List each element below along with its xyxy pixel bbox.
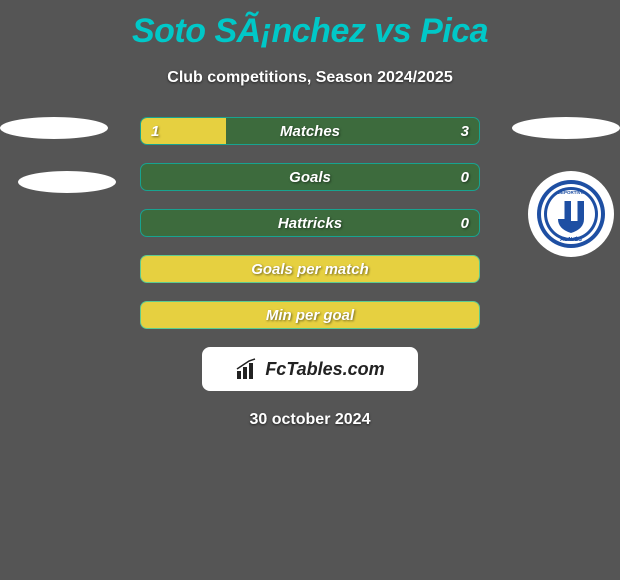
left-player-badges: [0, 117, 116, 225]
stat-row-hattricks: Hattricks 0: [140, 209, 480, 237]
right-badge-1: [512, 117, 620, 139]
right-club-crest: DEPORTIVO ALAVÉS: [528, 171, 614, 257]
stat-label: Matches: [141, 118, 479, 144]
stat-label: Goals: [141, 164, 479, 190]
left-badge-2: [18, 171, 116, 193]
stat-bars: 1 Matches 3 Goals 0 Hattricks 0 Goals pe…: [140, 117, 480, 329]
stat-label: Min per goal: [141, 302, 479, 328]
stat-row-goals-per-match: Goals per match: [140, 255, 480, 283]
subtitle: Club competitions, Season 2024/2025: [0, 69, 620, 87]
stat-row-goals: Goals 0: [140, 163, 480, 191]
stat-label: Hattricks: [141, 210, 479, 236]
left-badge-1: [0, 117, 108, 139]
footer-date: 30 october 2024: [0, 411, 620, 429]
svg-text:ALAVÉS: ALAVÉS: [560, 235, 582, 243]
stat-row-matches: 1 Matches 3: [140, 117, 480, 145]
stat-value-right: 3: [461, 118, 469, 144]
comparison-content: DEPORTIVO ALAVÉS 1 Matches 3 Goals 0 Hat…: [0, 117, 620, 429]
stat-row-min-per-goal: Min per goal: [140, 301, 480, 329]
fctables-chart-icon: [235, 357, 259, 381]
svg-text:DEPORTIVO: DEPORTIVO: [558, 190, 585, 195]
stat-value-right: 0: [461, 164, 469, 190]
right-player-badges: DEPORTIVO ALAVÉS: [512, 117, 620, 257]
page-title: Soto SÃ¡nchez vs Pica: [0, 0, 620, 51]
stat-label: Goals per match: [141, 256, 479, 282]
footer-brand-box: FcTables.com: [202, 347, 418, 391]
stat-value-right: 0: [461, 210, 469, 236]
alaves-crest-icon: DEPORTIVO ALAVÉS: [536, 179, 606, 249]
footer-brand-text: FcTables.com: [265, 359, 384, 380]
